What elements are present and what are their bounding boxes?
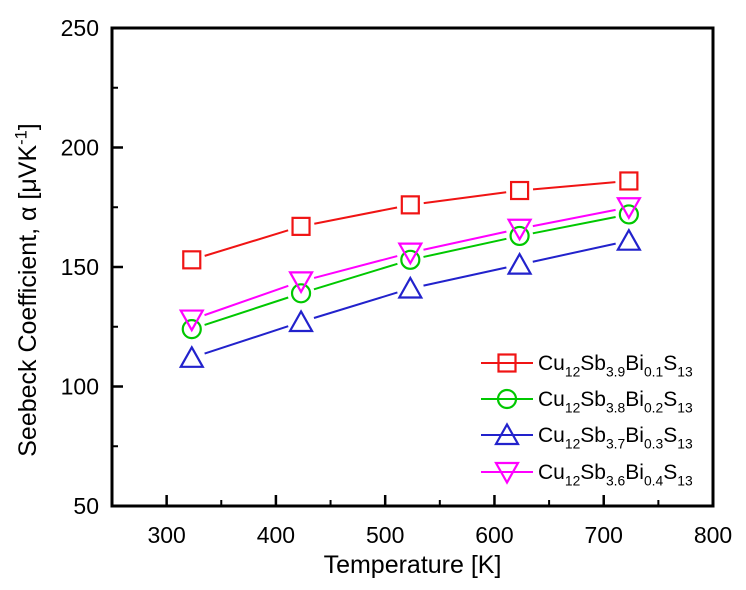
series-line-segment	[313, 262, 398, 291]
series-marker-triangle-up	[615, 227, 642, 251]
y-tick-label: 250	[61, 15, 99, 41]
series-line-segment	[204, 325, 289, 355]
legend-label: Cu12Sb3.9Bi0.1S13	[538, 352, 693, 379]
series-marker-square	[619, 171, 639, 191]
series-marker-circle	[400, 249, 421, 270]
legend-entry: Cu12Sb3.8Bi0.2S13	[481, 388, 693, 415]
series-marker-square	[182, 250, 202, 270]
legend-label: Cu12Sb3.6Bi0.4S13	[538, 461, 693, 488]
y-tick-label: 200	[61, 135, 99, 161]
series-marker-circle	[509, 225, 530, 247]
legend-entry: Cu12Sb3.7Bi0.3S13	[481, 422, 693, 451]
x-tick-label: 300	[147, 522, 185, 548]
plot-border	[110, 26, 715, 508]
series-marker-triangle-down	[506, 218, 533, 242]
x-tick-label: 400	[257, 522, 295, 548]
x-tick-label: 600	[475, 522, 513, 548]
legend-label: Cu12Sb3.8Bi0.2S13	[538, 388, 693, 415]
legend-marker-circle	[496, 388, 518, 410]
series-line-segment	[313, 291, 398, 319]
x-tick-label: 800	[694, 522, 732, 548]
series-marker-circle	[290, 283, 312, 304]
series-line-segment	[423, 230, 507, 251]
series-line-segment	[204, 284, 289, 317]
series-line-segment	[423, 191, 507, 205]
series-marker-triangle-up	[288, 309, 314, 333]
series-line-segment	[204, 229, 289, 257]
legend-entry: Cu12Sb3.6Bi0.4S13	[481, 461, 693, 488]
x-tick-label: 500	[366, 522, 404, 548]
y-tick-label: 150	[61, 254, 99, 280]
series-line-segment	[423, 266, 507, 287]
series-line-segment	[313, 255, 398, 279]
series-line-segment	[532, 181, 616, 191]
legend-marker-square	[497, 353, 517, 373]
series-line-segment	[204, 296, 289, 326]
series-marker-square	[400, 195, 420, 215]
series-marker-triangle-down	[288, 271, 314, 295]
series-marker-circle	[618, 204, 639, 225]
series-marker-square	[509, 180, 530, 201]
series-line-segment	[423, 237, 507, 258]
series-marker-triangle-down	[615, 197, 642, 220]
y-axis-title: Seebeck Coefficient, α [μVK-1]	[13, 123, 43, 457]
series-marker-triangle-up	[506, 251, 533, 275]
series-marker-triangle-up	[397, 275, 424, 299]
legend-entry: Cu12Sb3.9Bi0.1S13	[481, 352, 693, 379]
y-tick-label: 100	[61, 374, 99, 400]
series-line-segment	[314, 206, 398, 225]
legend-label: Cu12Sb3.7Bi0.3S13	[538, 424, 693, 451]
y-tick-label: 50	[73, 493, 99, 519]
series-marker-triangle-down	[397, 242, 424, 266]
series-marker-circle	[181, 319, 202, 340]
x-axis-title: Temperature [K]	[324, 551, 502, 579]
series-marker-triangle-up	[178, 345, 205, 368]
legend-marker-triangle-down	[494, 461, 520, 485]
legend-marker-triangle-up	[494, 422, 520, 446]
x-tick-label: 700	[585, 522, 623, 548]
series-marker-square	[291, 216, 311, 236]
series-line-segment	[532, 216, 616, 235]
series-line-segment	[532, 242, 616, 263]
series-line-segment	[532, 208, 616, 228]
series-marker-triangle-down	[178, 309, 205, 333]
